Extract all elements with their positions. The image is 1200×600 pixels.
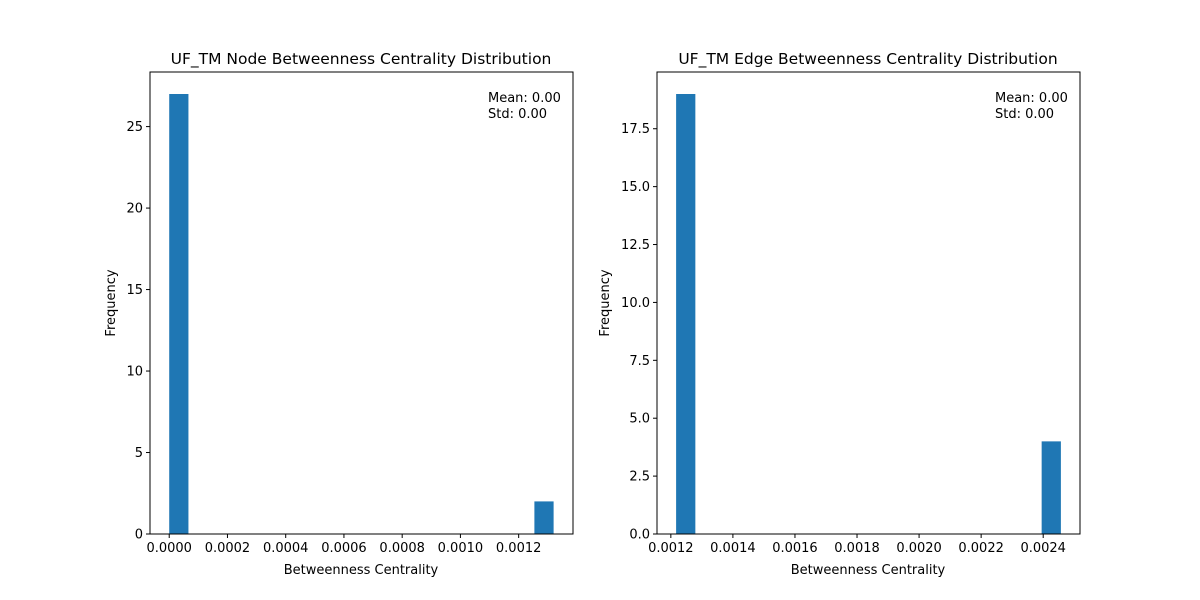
edge-histogram-mean-annotation: Mean: 0.00 xyxy=(995,91,1068,106)
node-histogram-y-tick-label-2: 10 xyxy=(126,365,143,380)
node-histogram-x-tick-label-6: 0.0012 xyxy=(496,541,542,556)
node-histogram-x-tick-label-3: 0.0006 xyxy=(321,541,367,556)
edge-histogram-bars xyxy=(676,94,1061,534)
node-histogram-bar-1 xyxy=(534,501,554,534)
node-histogram-panel: UF_TM Node Betweenness Centrality Distri… xyxy=(104,50,574,578)
node-histogram-y-tick-label-4: 20 xyxy=(126,202,143,217)
node-histogram-std-annotation: Std: 0.00 xyxy=(488,107,547,122)
edge-histogram-x-ticks: 0.0012 0.0014 0.0016 0.0018 0.0020 0.0022 0.00… xyxy=(648,534,1066,556)
edge-histogram-x-tick-label-6: 0.0024 xyxy=(1020,541,1066,556)
edge-histogram-x-tick-label-4: 0.0020 xyxy=(896,541,942,556)
edge-histogram-x-tick-label-0: 0.0012 xyxy=(648,541,694,556)
node-histogram-x-axis-label: Betweenness Centrality xyxy=(284,563,439,578)
node-histogram-y-tick-label-1: 5 xyxy=(135,446,143,461)
node-histogram-x-tick-label-5: 0.0010 xyxy=(438,541,484,556)
edge-histogram-y-ticks: 0.0 2.5 5.0 7.5 10.0 12.5 15.0 17.5 xyxy=(621,122,657,543)
edge-histogram-x-tick-label-1: 0.0014 xyxy=(710,541,756,556)
edge-histogram-bar-0 xyxy=(676,94,696,534)
edge-histogram-y-tick-label-1: 2.5 xyxy=(629,470,650,485)
node-histogram-plot-frame xyxy=(149,71,574,535)
node-histogram-y-ticks: 0 5 10 15 20 25 xyxy=(126,120,150,543)
edge-histogram-x-axis-label: Betweenness Centrality xyxy=(791,563,946,578)
edge-histogram-y-tick-label-4: 10.0 xyxy=(621,296,650,311)
edge-histogram-x-tick-label-3: 0.0018 xyxy=(834,541,880,556)
edge-histogram-bar-1 xyxy=(1041,441,1061,534)
node-histogram-x-ticks: 0.0000 0.0002 0.0004 0.0006 0.0008 0.0010 0.00… xyxy=(146,534,541,556)
edge-histogram-y-tick-label-0: 0.0 xyxy=(629,528,650,543)
node-histogram-y-tick-label-0: 0 xyxy=(135,528,143,543)
node-histogram-y-tick-label-5: 25 xyxy=(126,120,143,135)
node-histogram-x-tick-label-4: 0.0008 xyxy=(379,541,425,556)
node-histogram-bars xyxy=(169,94,554,534)
edge-histogram-y-axis-label: Frequency xyxy=(598,269,613,336)
node-histogram-x-tick-label-0: 0.0000 xyxy=(146,541,192,556)
edge-histogram-y-tick-label-7: 17.5 xyxy=(621,122,650,137)
edge-histogram-panel: UF_TM Edge Betweenness Centrality Distri… xyxy=(598,50,1081,578)
node-histogram-title: UF_TM Node Betweenness Centrality Distri… xyxy=(171,50,552,69)
edge-histogram-y-tick-label-3: 7.5 xyxy=(629,354,650,369)
edge-histogram-y-tick-label-5: 12.5 xyxy=(621,238,650,253)
node-histogram-y-tick-label-3: 15 xyxy=(126,283,143,298)
edge-histogram-x-tick-label-2: 0.0016 xyxy=(772,541,818,556)
node-histogram-mean-annotation: Mean: 0.00 xyxy=(488,91,561,106)
edge-histogram-std-annotation: Std: 0.00 xyxy=(995,107,1054,122)
edge-histogram-y-tick-label-6: 15.0 xyxy=(621,180,650,195)
node-histogram-x-tick-label-1: 0.0002 xyxy=(205,541,251,556)
edge-histogram-plot-frame xyxy=(656,71,1081,535)
node-histogram-bar-0 xyxy=(169,94,189,534)
edge-histogram-y-tick-label-2: 5.0 xyxy=(629,412,650,427)
node-histogram-y-axis-label: Frequency xyxy=(104,269,119,336)
node-histogram-x-tick-label-2: 0.0004 xyxy=(263,541,309,556)
edge-histogram-title: UF_TM Edge Betweenness Centrality Distri… xyxy=(678,50,1057,69)
edge-histogram-x-tick-label-5: 0.0022 xyxy=(958,541,1004,556)
